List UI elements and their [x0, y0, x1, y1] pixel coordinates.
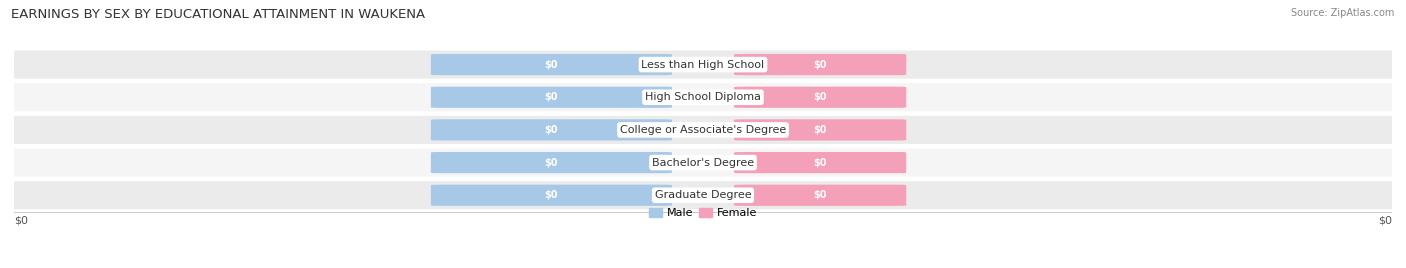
FancyBboxPatch shape	[430, 185, 672, 206]
FancyBboxPatch shape	[0, 116, 1406, 144]
FancyBboxPatch shape	[430, 87, 672, 108]
FancyBboxPatch shape	[734, 87, 907, 108]
FancyBboxPatch shape	[0, 83, 1406, 111]
Legend: Male, Female: Male, Female	[644, 203, 762, 223]
Text: $0: $0	[544, 59, 558, 70]
Text: College or Associate's Degree: College or Associate's Degree	[620, 125, 786, 135]
FancyBboxPatch shape	[0, 51, 1406, 79]
Text: $0: $0	[544, 92, 558, 102]
Text: Less than High School: Less than High School	[641, 59, 765, 70]
Text: $0: $0	[544, 190, 558, 200]
Text: $0: $0	[813, 59, 827, 70]
FancyBboxPatch shape	[734, 185, 907, 206]
Text: $0: $0	[544, 158, 558, 168]
FancyBboxPatch shape	[430, 152, 672, 173]
FancyBboxPatch shape	[734, 54, 907, 75]
FancyBboxPatch shape	[734, 119, 907, 140]
Text: $0: $0	[813, 158, 827, 168]
Text: Graduate Degree: Graduate Degree	[655, 190, 751, 200]
Text: EARNINGS BY SEX BY EDUCATIONAL ATTAINMENT IN WAUKENA: EARNINGS BY SEX BY EDUCATIONAL ATTAINMEN…	[11, 8, 426, 21]
Text: $0: $0	[1378, 215, 1392, 225]
Text: $0: $0	[813, 125, 827, 135]
FancyBboxPatch shape	[734, 152, 907, 173]
Text: $0: $0	[813, 190, 827, 200]
Text: $0: $0	[813, 92, 827, 102]
FancyBboxPatch shape	[430, 119, 672, 140]
Text: Bachelor's Degree: Bachelor's Degree	[652, 158, 754, 168]
FancyBboxPatch shape	[0, 181, 1406, 209]
FancyBboxPatch shape	[430, 54, 672, 75]
Text: High School Diploma: High School Diploma	[645, 92, 761, 102]
Text: $0: $0	[544, 125, 558, 135]
Text: $0: $0	[14, 215, 28, 225]
FancyBboxPatch shape	[0, 148, 1406, 177]
Text: Source: ZipAtlas.com: Source: ZipAtlas.com	[1291, 8, 1395, 18]
